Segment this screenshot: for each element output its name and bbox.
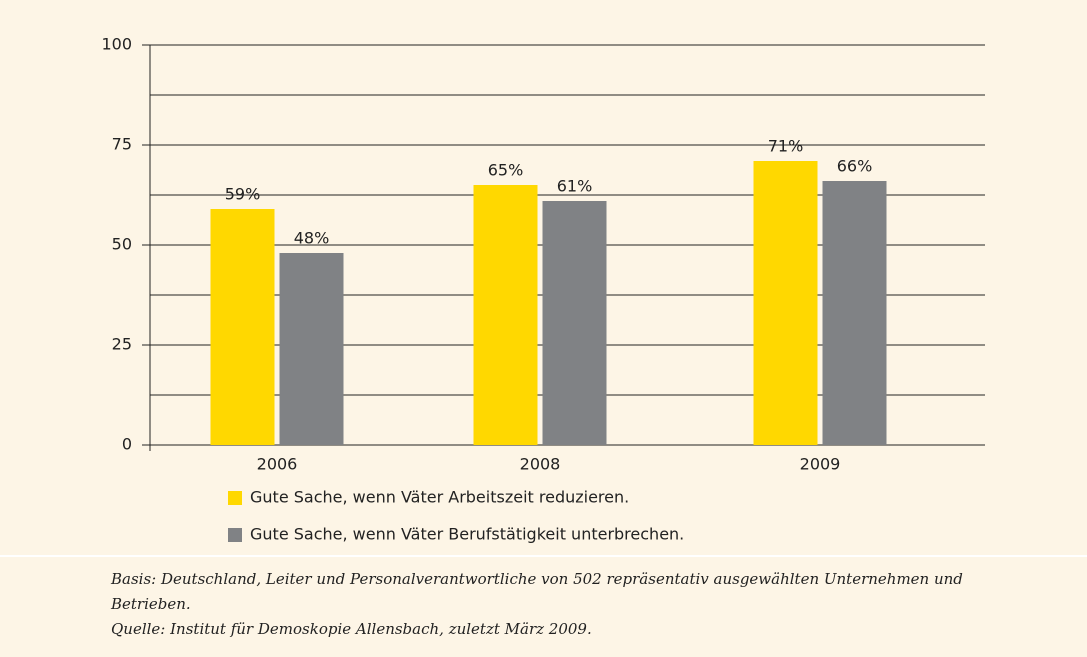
legend-swatch <box>228 491 242 505</box>
x-tick-label: 2009 <box>800 455 841 474</box>
value-label: 65% <box>488 161 524 180</box>
value-label: 61% <box>557 177 593 196</box>
x-tick-label: 2008 <box>520 455 561 474</box>
y-tick-label: 100 <box>101 35 132 54</box>
bar <box>210 209 275 445</box>
y-tick-label: 75 <box>112 135 132 154</box>
bar <box>542 201 607 445</box>
bar <box>473 185 538 445</box>
legend-label: Gute Sache, wenn Väter Berufstätigkeit u… <box>250 525 684 544</box>
legend-swatch <box>228 528 242 542</box>
y-tick-label: 25 <box>112 335 132 354</box>
y-tick-label: 0 <box>122 435 132 454</box>
y-tick-label: 50 <box>112 235 132 254</box>
note: Betrieben. <box>110 595 191 613</box>
value-label: 59% <box>225 185 261 204</box>
bar <box>279 253 344 445</box>
note: Quelle: Institut für Demoskopie Allensba… <box>111 620 592 638</box>
bar <box>753 161 818 445</box>
value-label: 66% <box>837 157 873 176</box>
value-label: 71% <box>768 137 804 156</box>
note: Basis: Deutschland, Leiter und Personalv… <box>110 570 963 588</box>
x-tick-label: 2006 <box>257 455 298 474</box>
value-label: 48% <box>294 229 330 248</box>
legend-label: Gute Sache, wenn Väter Arbeitszeit reduz… <box>250 488 629 507</box>
bar <box>822 181 887 445</box>
